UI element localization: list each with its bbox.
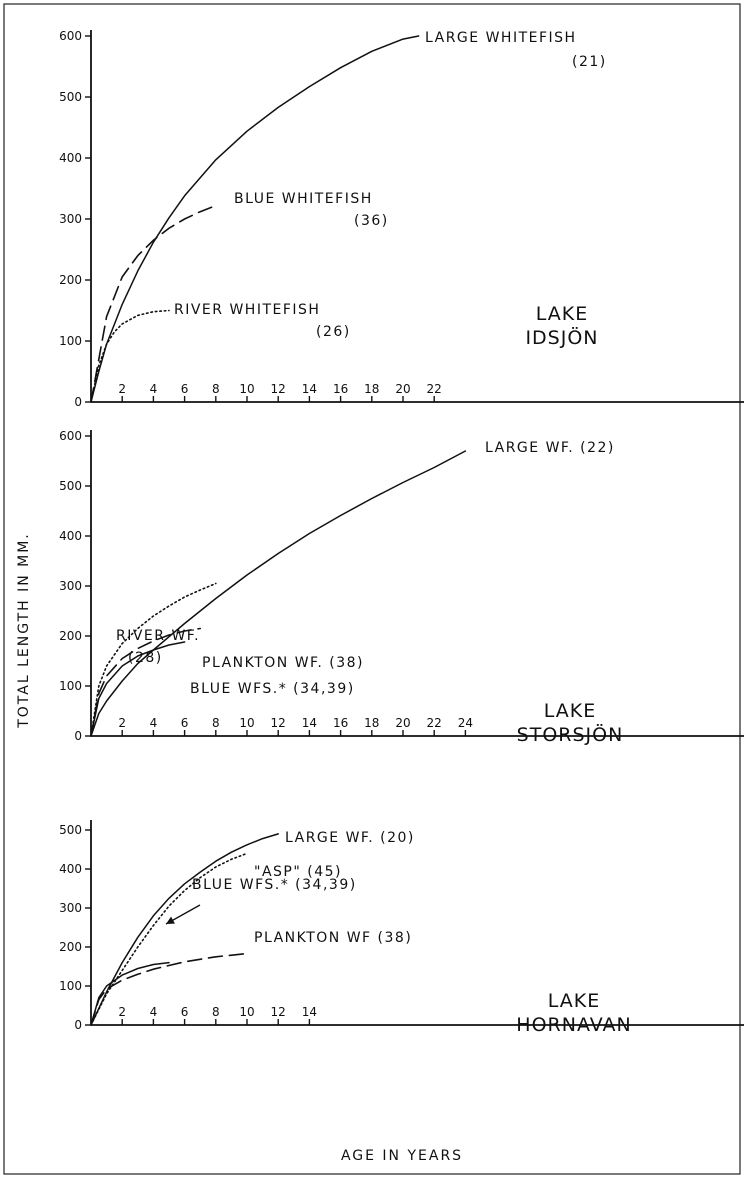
series-line-dashed bbox=[90, 627, 201, 737]
series-line-dotted bbox=[90, 309, 170, 403]
series-line-solid bbox=[90, 35, 420, 403]
x-tick-label: 18 bbox=[364, 716, 379, 730]
series-line-dashed bbox=[90, 952, 248, 1026]
y-tick-label: 200 bbox=[59, 940, 82, 954]
x-tick-label: 8 bbox=[212, 382, 220, 396]
x-tick-label: 16 bbox=[333, 716, 348, 730]
x-tick-label: 18 bbox=[364, 382, 379, 396]
panel-1: 0 100 200 300 400 500 600 2 4 6 8 10 12 14 16 18 20 22 LAR… bbox=[59, 29, 744, 409]
x-tick-label: 14 bbox=[302, 716, 317, 730]
series-label-sub: (36) bbox=[354, 213, 389, 229]
figure-frame bbox=[3, 3, 741, 1175]
y-tick-label: 0 bbox=[74, 729, 82, 743]
series-label-sub: (26) bbox=[316, 324, 351, 340]
series-label-sub: (28) bbox=[128, 650, 163, 666]
series-label: BLUE WHITEFISH bbox=[234, 191, 373, 207]
lake-label: LAKE bbox=[536, 303, 588, 325]
x-tick-label: 2 bbox=[118, 382, 126, 396]
y-tick-label: 300 bbox=[59, 579, 82, 593]
x-tick-label: 24 bbox=[458, 716, 473, 730]
y-tick-label: 100 bbox=[59, 679, 82, 693]
series-label: RIVER WHITEFISH bbox=[174, 302, 320, 318]
x-tick-label: 4 bbox=[150, 716, 158, 730]
x-tick-label: 12 bbox=[271, 716, 286, 730]
y-tick-label: 100 bbox=[59, 334, 82, 348]
series-line-solid bbox=[90, 961, 170, 1026]
lake-name: STORSJÖN bbox=[517, 723, 624, 746]
series-line-solid bbox=[90, 641, 186, 737]
series-line-solid bbox=[90, 833, 279, 1026]
x-tick-label: 16 bbox=[333, 382, 348, 396]
x-tick-label: 4 bbox=[150, 1005, 158, 1019]
x-tick-label: 20 bbox=[395, 716, 410, 730]
y-tick-label: 200 bbox=[59, 273, 82, 287]
x-tick-label: 6 bbox=[181, 1005, 189, 1019]
series-label-sub: (21) bbox=[572, 54, 607, 70]
series-label: LARGE WF. (22) bbox=[485, 440, 615, 456]
lake-label: LAKE bbox=[548, 990, 600, 1012]
y-tick-label: 300 bbox=[59, 212, 82, 226]
leader-arrowhead bbox=[166, 916, 175, 924]
x-tick-label: 10 bbox=[239, 382, 254, 396]
y-tick-label: 600 bbox=[59, 29, 82, 43]
series-line-dotted bbox=[90, 582, 217, 737]
x-tick-label: 10 bbox=[239, 1005, 254, 1019]
x-tick-label: 8 bbox=[212, 1005, 220, 1019]
x-tick-label: 6 bbox=[181, 716, 189, 730]
x-tick-label: 6 bbox=[181, 382, 189, 396]
x-tick-label: 12 bbox=[271, 382, 286, 396]
x-tick-label: 8 bbox=[212, 716, 220, 730]
lake-name: HORNAVAN bbox=[516, 1014, 631, 1036]
y-tick-label: 500 bbox=[59, 90, 82, 104]
y-tick-label: 500 bbox=[59, 479, 82, 493]
y-tick-label: 0 bbox=[74, 395, 82, 409]
y-tick-label: 400 bbox=[59, 151, 82, 165]
lake-name: IDSJÖN bbox=[525, 326, 598, 349]
x-tick-label: 22 bbox=[427, 716, 442, 730]
y-tick-label: 300 bbox=[59, 901, 82, 915]
series-label: BLUE WFS.* (34,39) bbox=[192, 877, 357, 893]
y-tick-label: 400 bbox=[59, 529, 82, 543]
y-tick-label: 200 bbox=[59, 629, 82, 643]
x-tick-label: 10 bbox=[239, 716, 254, 730]
series-label: LARGE WF. (20) bbox=[285, 830, 415, 846]
x-tick-label: 4 bbox=[150, 382, 158, 396]
x-tick-label: 22 bbox=[427, 382, 442, 396]
y-tick-label: 100 bbox=[59, 979, 82, 993]
series-label: BLUE WFS.* (34,39) bbox=[190, 681, 355, 697]
y-axis-title: TOTAL LENGTH IN MM. bbox=[16, 532, 32, 729]
series-label: PLANKTON WF (38) bbox=[254, 930, 412, 946]
y-tick-label: 400 bbox=[59, 862, 82, 876]
y-tick-label: 600 bbox=[59, 429, 82, 443]
lake-label: LAKE bbox=[544, 700, 596, 722]
y-tick-label: 0 bbox=[74, 1018, 82, 1032]
x-tick-label: 2 bbox=[118, 1005, 126, 1019]
series-label: PLANKTON WF. (38) bbox=[202, 655, 364, 671]
x-tick-label: 14 bbox=[302, 1005, 317, 1019]
x-tick-label: 20 bbox=[395, 382, 410, 396]
x-axis-title: AGE IN YEARS bbox=[341, 1148, 463, 1164]
x-tick-label: 14 bbox=[302, 382, 317, 396]
series-line-dashed bbox=[90, 204, 217, 403]
panel-3: 0 100 200 300 400 500 2 4 6 8 10 12 14 LARGE WF. (20)… bbox=[59, 820, 744, 1036]
series-label: "ASP" (45) bbox=[254, 864, 342, 880]
y-tick-label: 500 bbox=[59, 823, 82, 837]
x-tick-label: 12 bbox=[271, 1005, 286, 1019]
series-label: LARGE WHITEFISH bbox=[425, 30, 577, 46]
series-line-solid bbox=[90, 450, 467, 737]
x-tick-label: 2 bbox=[118, 716, 126, 730]
